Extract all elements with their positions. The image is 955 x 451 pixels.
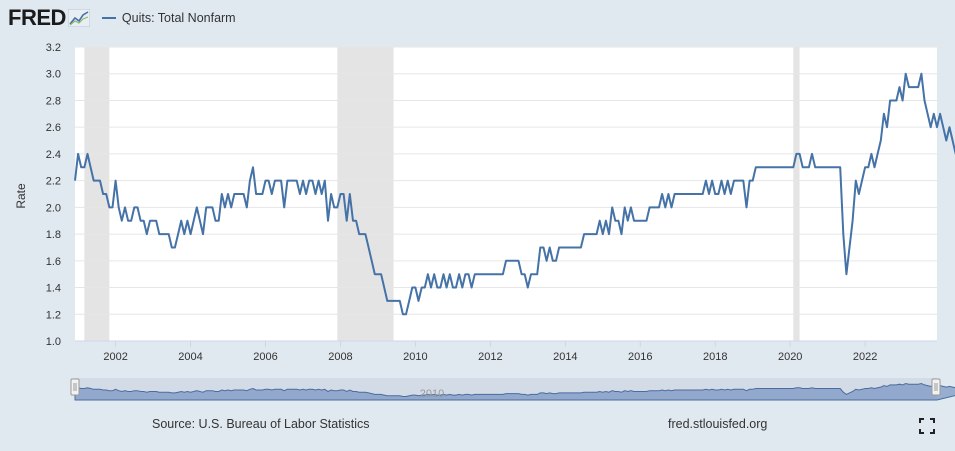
y-tick-label: 2.0	[46, 202, 61, 214]
x-tick-label: 2016	[628, 351, 652, 363]
y-tick-label: 2.2	[46, 176, 61, 188]
y-tick-label: 2.6	[46, 122, 61, 134]
y-axis-label: Rate	[14, 183, 28, 209]
y-tick-label: 1.2	[46, 309, 61, 321]
y-tick-label: 1.4	[46, 283, 61, 295]
source-credit: Source: U.S. Bureau of Labor Statistics	[152, 417, 370, 431]
y-tick-label: 1.8	[46, 229, 61, 241]
x-tick-label: 2006	[253, 351, 277, 363]
x-axis-ticks: 2002 2004 2006 2008 2010 2012 2014 2016 2018 2020…	[75, 340, 937, 363]
y-tick-label: 3.2	[46, 42, 61, 54]
fullscreen-icon[interactable]	[919, 418, 935, 434]
x-tick-label: 2004	[178, 351, 202, 363]
x-tick-label: 2002	[103, 351, 127, 363]
y-tick-label: 3.0	[46, 69, 61, 81]
navigator-series	[74, 382, 955, 401]
navigator-handle-left[interactable]	[70, 378, 80, 396]
recession-band	[337, 47, 394, 341]
legend-swatch	[101, 17, 116, 19]
navigator-tick: 2010	[420, 388, 444, 400]
x-tick-label: 2008	[328, 351, 352, 363]
x-tick-label: 2012	[478, 351, 502, 363]
chart-header: FRED Quits: Total Nonfarm	[8, 5, 236, 30]
range-navigator[interactable]: 2010	[70, 378, 955, 401]
recession-band	[793, 47, 800, 341]
x-tick-label: 2010	[403, 351, 427, 363]
fred-logo[interactable]: FRED	[8, 5, 66, 30]
fred-chart-icon	[67, 9, 90, 27]
legend-label[interactable]: Quits: Total Nonfarm	[121, 11, 236, 25]
fred-site-link[interactable]: fred.stlouisfed.org	[668, 417, 768, 431]
grid-lines	[75, 46, 937, 342]
y-tick-label: 2.8	[46, 95, 61, 107]
y-tick-label: 2.4	[46, 149, 61, 161]
x-tick-label: 2014	[553, 351, 577, 363]
y-axis-ticks: 1.0 1.2 1.4 1.6 1.8 2.0 2.2 2.4 2.6 2.8 3.0 3.2	[46, 42, 61, 348]
series-line[interactable]	[74, 72, 955, 316]
navigator-handle-right[interactable]	[931, 378, 941, 396]
x-tick-label: 2020	[778, 351, 802, 363]
plot-area	[75, 47, 937, 341]
y-tick-label: 1.6	[46, 256, 61, 268]
x-tick-label: 2018	[703, 351, 727, 363]
x-tick-label: 2022	[853, 351, 877, 363]
y-tick-label: 1.0	[46, 336, 61, 348]
